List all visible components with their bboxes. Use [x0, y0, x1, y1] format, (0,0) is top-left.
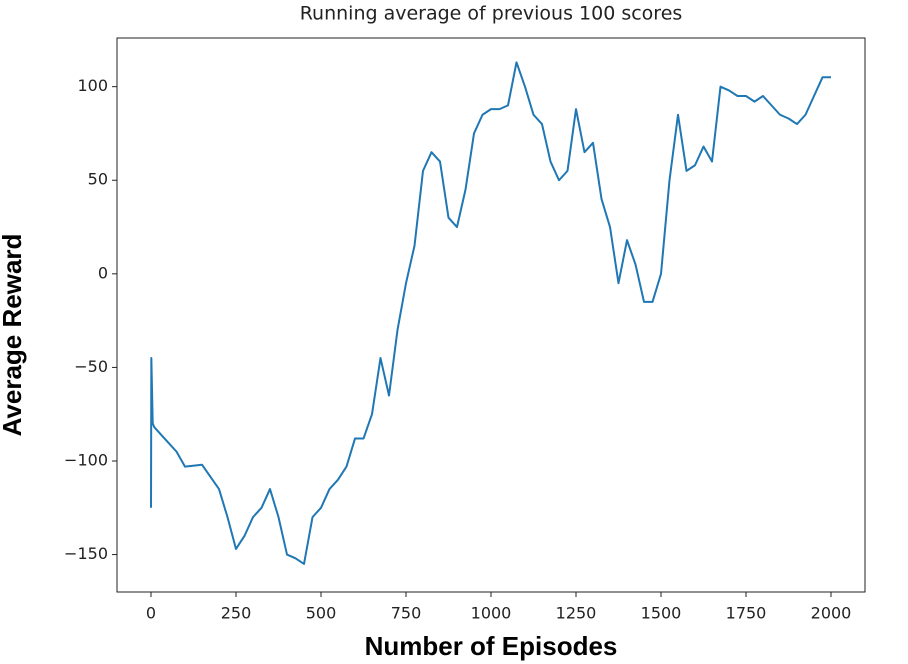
x-tick-label: 1000 [471, 604, 512, 623]
x-tick-label: 2000 [811, 604, 852, 623]
chart-title: Running average of previous 100 scores [300, 3, 683, 25]
y-tick-label: −150 [64, 544, 108, 563]
x-tick-label: 500 [306, 604, 337, 623]
y-tick-label: 100 [77, 76, 108, 95]
x-tick-label: 250 [221, 604, 252, 623]
x-tick-label: 750 [391, 604, 422, 623]
y-tick-label: 0 [98, 263, 108, 282]
x-tick-label: 0 [146, 604, 156, 623]
plot-frame [116, 37, 866, 593]
x-tick-label: 1250 [556, 604, 597, 623]
x-tick-label: 1500 [641, 604, 682, 623]
y-tick-label: 50 [88, 170, 108, 189]
data-line [150, 61, 831, 565]
y-axis-label: Average Reward [0, 234, 27, 437]
x-tick-label: 1750 [726, 604, 767, 623]
x-axis-label: Number of Episodes [365, 631, 618, 661]
y-tick-label: −50 [74, 357, 108, 376]
y-tick-label: −100 [64, 450, 108, 469]
